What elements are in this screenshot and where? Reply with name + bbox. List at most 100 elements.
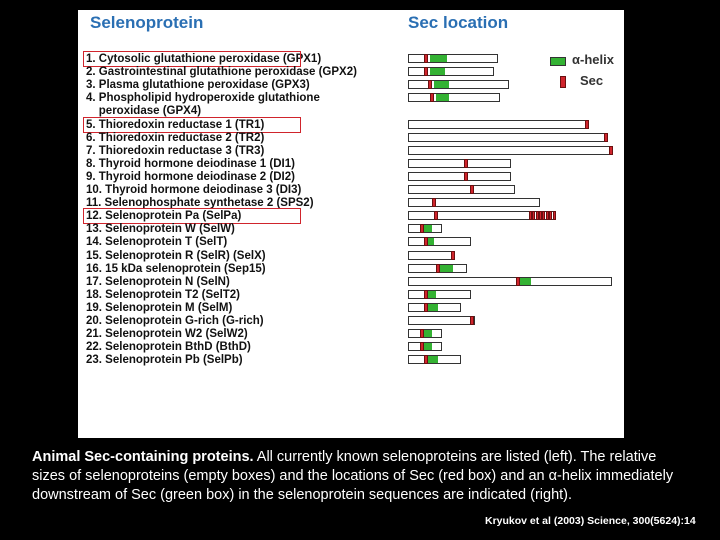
sec-marker (432, 198, 437, 208)
helix-segment (434, 81, 449, 89)
sec-marker (463, 158, 468, 168)
sec-marker (436, 263, 441, 273)
selenoprotein-figure: Selenoprotein Sec location 1. Cytosolic … (78, 10, 624, 438)
protein-length-bar (408, 342, 442, 352)
sec-marker (463, 171, 468, 181)
protein-name: 5. Thioredoxin reductase 1 (TR1) (86, 118, 265, 131)
protein-name: 11. Selenophosphate synthetase 2 (SPS2) (86, 197, 314, 210)
protein-length-bar (408, 119, 590, 129)
protein-length-bar (408, 54, 499, 63)
protein-name: 14. Selenoprotein T (SelT) (86, 236, 228, 249)
caption-title: Animal Sec-containing proteins. (32, 449, 254, 465)
protein-length-bar (408, 158, 511, 168)
protein-name: 13. Selenoprotein W (SelW) (86, 223, 235, 236)
protein-length-bar (408, 198, 541, 208)
helix-segment (421, 343, 433, 351)
sec-location-header: Sec location (408, 13, 509, 32)
citation: Kryukov et al (2003) Science, 300(5624):… (485, 515, 696, 527)
sec-marker (423, 67, 428, 77)
helix-segment (430, 55, 447, 62)
sec-marker (423, 289, 428, 299)
sec-marker (469, 185, 474, 194)
helix-segment (425, 303, 439, 311)
sec-marker (419, 342, 424, 352)
sec-marker (528, 211, 532, 221)
helix-segment (438, 264, 454, 272)
sec-legend-swatch (560, 76, 566, 88)
protein-length-bar (408, 224, 442, 234)
protein-name: 6. Thioredoxin reductase 2 (TR2) (86, 131, 265, 144)
selenoprotein-header: Selenoprotein (90, 13, 204, 32)
protein-name: peroxidase (GPX4) (86, 105, 202, 118)
protein-name: 3. Plasma glutathione peroxidase (GPX3) (86, 79, 310, 92)
protein-length-bar (408, 185, 516, 194)
protein-length-bar (408, 132, 609, 142)
highlight-box (83, 116, 301, 133)
protein-length-bar (408, 171, 511, 181)
sec-marker (549, 211, 553, 221)
protein-name: 9. Thyroid hormone deiodinase 2 (DI2) (86, 170, 295, 183)
highlight-box (83, 208, 301, 225)
helix-segment (425, 238, 435, 246)
sec-marker (552, 211, 556, 221)
sec-marker (434, 211, 439, 221)
protein-name: 4. Phospholipid hydroperoxide glutathion… (86, 92, 320, 105)
protein-name: 21. Selenoprotein W2 (SelW2) (86, 328, 248, 341)
protein-length-bar (408, 93, 501, 103)
protein-name: 16. 15 kDa selenoprotein (Sep15) (86, 262, 266, 275)
protein-name: 12. Selenoprotein Pa (SelPa) (86, 210, 242, 223)
protein-name: 2. Gastrointestinal glutathione peroxida… (86, 66, 357, 79)
sec-marker (535, 211, 539, 221)
protein-name: 19. Selenoprotein M (SelM) (86, 301, 233, 314)
helix-segment (520, 277, 531, 285)
helix-segment (425, 290, 437, 298)
sec-marker (538, 211, 542, 221)
sec-marker (427, 80, 432, 90)
protein-name: 15. Selenoprotein R (SelR) (SelX) (86, 249, 266, 262)
sec-marker (608, 145, 613, 155)
sec-marker (430, 93, 434, 103)
protein-name: 7. Thioredoxin reductase 3 (TR3) (86, 144, 265, 157)
sec-marker (604, 132, 609, 142)
helix-segment (430, 68, 445, 76)
highlight-box (83, 51, 301, 68)
protein-length-bar (408, 263, 467, 273)
protein-length-bar (408, 302, 461, 312)
protein-length-bar (408, 237, 471, 247)
protein-length-bar (408, 289, 471, 299)
sec-marker (419, 224, 424, 234)
protein-length-bar (408, 316, 476, 325)
sec-marker (423, 302, 428, 312)
helix-segment (425, 356, 439, 364)
sec-legend-label: Sec (580, 73, 604, 88)
protein-name: 23. Selenoprotein Pb (SelPb) (86, 354, 243, 367)
caption-text: All currently known selenoproteins are l… (32, 449, 674, 503)
sec-marker (423, 237, 428, 247)
helix-segment (436, 94, 449, 102)
sec-marker (451, 250, 455, 260)
protein-name: 10. Thyroid hormone deiodinase 3 (DI3) (86, 184, 302, 196)
helix-segment (421, 225, 433, 233)
helix-segment (421, 330, 433, 338)
sec-marker (542, 211, 546, 221)
sec-marker (423, 54, 428, 63)
protein-length-bar (408, 67, 495, 77)
sec-marker (516, 276, 521, 286)
helix-legend-label: α-helix (572, 52, 614, 67)
protein-name: 18. Selenoprotein T2 (SelT2) (86, 288, 241, 301)
protein-name: 8. Thyroid hormone deiodinase 1 (DI1) (86, 157, 295, 170)
sec-marker (469, 316, 474, 325)
protein-name: 20. Selenoprotein G-rich (G-rich) (86, 315, 264, 327)
sec-marker (419, 329, 424, 339)
protein-length-bar (408, 211, 556, 221)
protein-length-bar (408, 250, 455, 260)
sec-marker (585, 119, 590, 129)
protein-name: 22. Selenoprotein BthD (BthD) (86, 341, 251, 354)
sec-marker (423, 355, 428, 365)
protein-length-bar (408, 329, 442, 339)
legend: α-helix Sec (550, 52, 624, 92)
protein-length-bar (408, 276, 612, 286)
helix-legend-swatch (550, 57, 566, 66)
protein-length-bar (408, 355, 461, 365)
protein-length-bar (408, 145, 613, 155)
